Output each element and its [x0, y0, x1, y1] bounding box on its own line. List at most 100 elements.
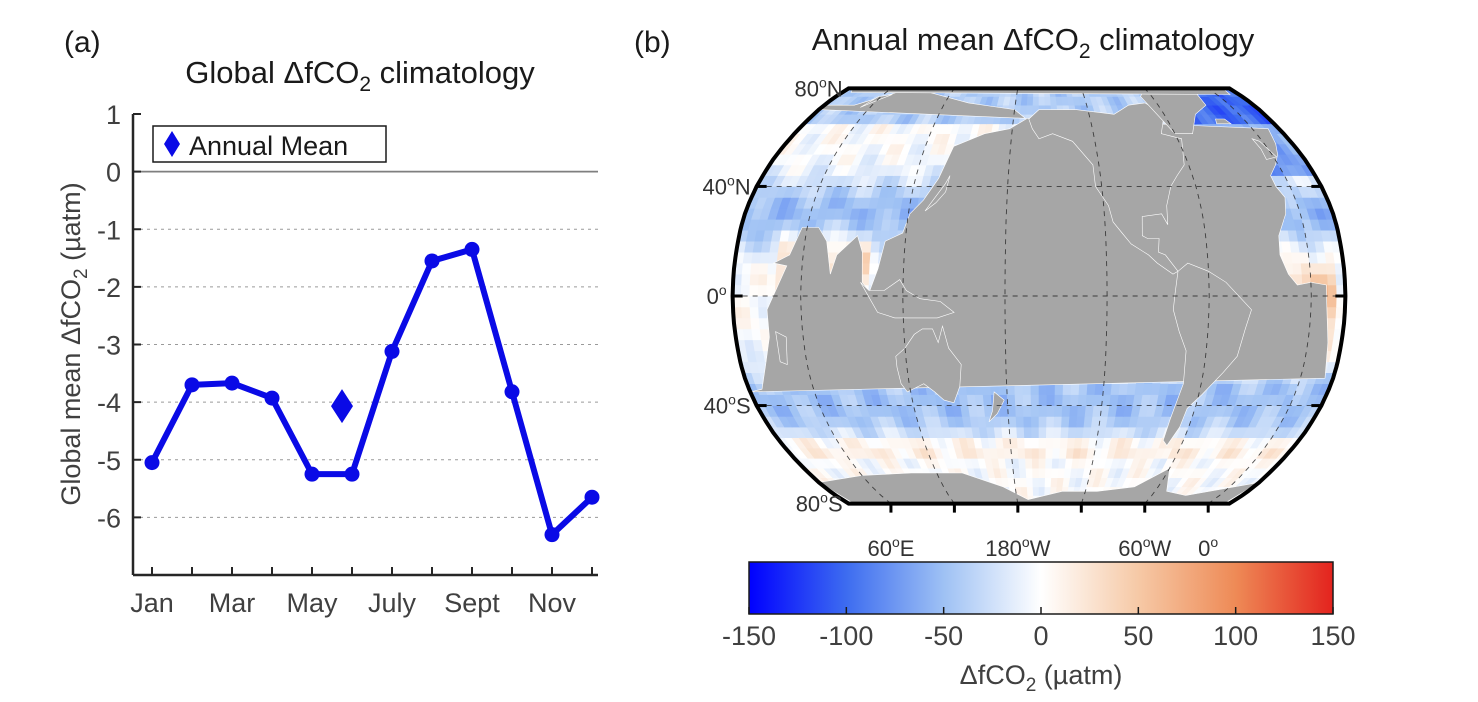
ocean-cell	[1085, 394, 1096, 406]
y-tick-label: -2	[97, 273, 121, 303]
ocean-cell	[863, 229, 874, 242]
legend-box	[152, 125, 387, 163]
data-point	[504, 384, 520, 400]
lat-label: 80oN	[794, 74, 842, 101]
ocean-cell	[767, 262, 778, 275]
ocean-cell	[757, 284, 768, 297]
ocean-cell	[861, 251, 872, 264]
ocean-cell	[1282, 251, 1293, 264]
ocean-cell	[1077, 405, 1087, 417]
ocean-cell	[1102, 383, 1113, 395]
x-tick-label: July	[368, 588, 417, 618]
ocean-cell	[740, 295, 751, 308]
data-point	[184, 377, 200, 393]
y-tick-label: -1	[97, 215, 121, 245]
ocean-cell	[1318, 273, 1329, 286]
y-tick-label: -3	[97, 331, 121, 361]
colorbar-bar	[748, 561, 1334, 615]
ocean-cell	[1051, 458, 1060, 469]
ocean-cell	[1024, 437, 1033, 449]
ocean-cell	[1007, 416, 1017, 428]
data-point	[544, 527, 560, 543]
data-point	[464, 241, 480, 257]
ocean-cell	[1052, 447, 1061, 459]
ocean-cell	[758, 273, 768, 286]
ocean-cell	[1038, 416, 1048, 428]
ocean-cell	[828, 240, 839, 253]
ocean-cell	[1078, 383, 1089, 395]
ocean-cell	[1053, 405, 1063, 417]
ocean-cell	[749, 306, 760, 319]
ocean-cell	[741, 317, 752, 330]
lat-label: 40oN	[702, 172, 750, 199]
gridlines	[133, 170, 598, 518]
ocean-cell	[1031, 458, 1040, 469]
ocean-cell	[1084, 405, 1095, 417]
ocean-cell	[1031, 426, 1040, 438]
ocean-cell	[1030, 394, 1040, 406]
ocean-cell	[1019, 477, 1028, 488]
ocean-cell	[740, 284, 751, 297]
colorbar-tick-label: -100	[819, 621, 873, 651]
ocean-cell	[749, 284, 759, 297]
ocean-cell	[1007, 405, 1017, 417]
ocean-cell	[1044, 477, 1052, 488]
ocean-cell	[1053, 416, 1063, 428]
series-monthly-mean	[144, 241, 600, 543]
ocean-cell	[1026, 477, 1034, 488]
lon-label: 60oE	[867, 534, 914, 561]
lat-label: 80oS	[796, 490, 843, 517]
ocean-cell	[1045, 437, 1054, 449]
ocean-cell	[1032, 467, 1040, 478]
ocean-cell	[1022, 394, 1032, 406]
ocean-cell	[1046, 416, 1055, 428]
ocean-cell	[1009, 437, 1019, 449]
colorbar-tick-label: -50	[924, 621, 963, 651]
ocean-cell	[1006, 394, 1016, 406]
longitude-labels: 60oE 180oW 60oW 0o	[867, 534, 1218, 561]
ocean-cell	[1077, 394, 1088, 406]
data-point	[224, 375, 240, 391]
ocean-cell	[1044, 96, 1052, 106]
ocean-cell	[1054, 394, 1064, 406]
ocean-cell	[1023, 416, 1032, 428]
ocean-cell	[1046, 383, 1056, 395]
ocean-cell	[982, 394, 993, 406]
ocean-cell	[749, 273, 760, 286]
ocean-cell	[1019, 467, 1027, 478]
ocean-cell	[1045, 426, 1055, 438]
series-line	[149, 246, 595, 538]
ocean-cell	[1016, 426, 1025, 438]
ocean-cell	[1017, 447, 1026, 459]
ocean-cell	[1038, 426, 1047, 438]
ocean-cell	[1018, 458, 1027, 469]
y-axis-label: Global mean ΔfCO2 (µatm)	[56, 182, 92, 505]
ocean-cell	[1038, 467, 1046, 478]
ocean-cell	[757, 295, 768, 308]
ocean-cell	[1062, 383, 1072, 395]
ocean-cell	[1038, 447, 1047, 459]
ocean-cell	[1067, 426, 1077, 438]
colorbar-tick-label: 100	[1213, 621, 1258, 651]
ocean-cell	[993, 426, 1003, 438]
ocean-cell	[870, 240, 881, 253]
ocean-cell	[1025, 458, 1033, 469]
ocean-cell	[1086, 383, 1097, 395]
colorbar: -150 -100 -50 0 50 100 150 ΔfCO2 (µatm)	[722, 561, 1356, 696]
ocean-cell	[1045, 447, 1054, 459]
lat-label: 40oS	[704, 392, 751, 419]
ocean-cell	[1031, 447, 1040, 459]
ocean-cell	[992, 416, 1002, 428]
ocean-cell	[1038, 437, 1047, 449]
ocean-cell	[1069, 405, 1079, 417]
ocean-cell	[741, 262, 752, 275]
ocean-cell	[1070, 383, 1080, 395]
y-tick-label: -4	[97, 388, 121, 418]
ocean-cell	[1317, 262, 1328, 275]
y-ticks: 1 0 -1 -2 -3 -4 -5 -6	[97, 100, 141, 533]
data-point	[584, 489, 600, 505]
ocean-cell	[1019, 104, 1028, 115]
data-point	[304, 466, 320, 482]
ocean-cell	[1051, 467, 1059, 478]
